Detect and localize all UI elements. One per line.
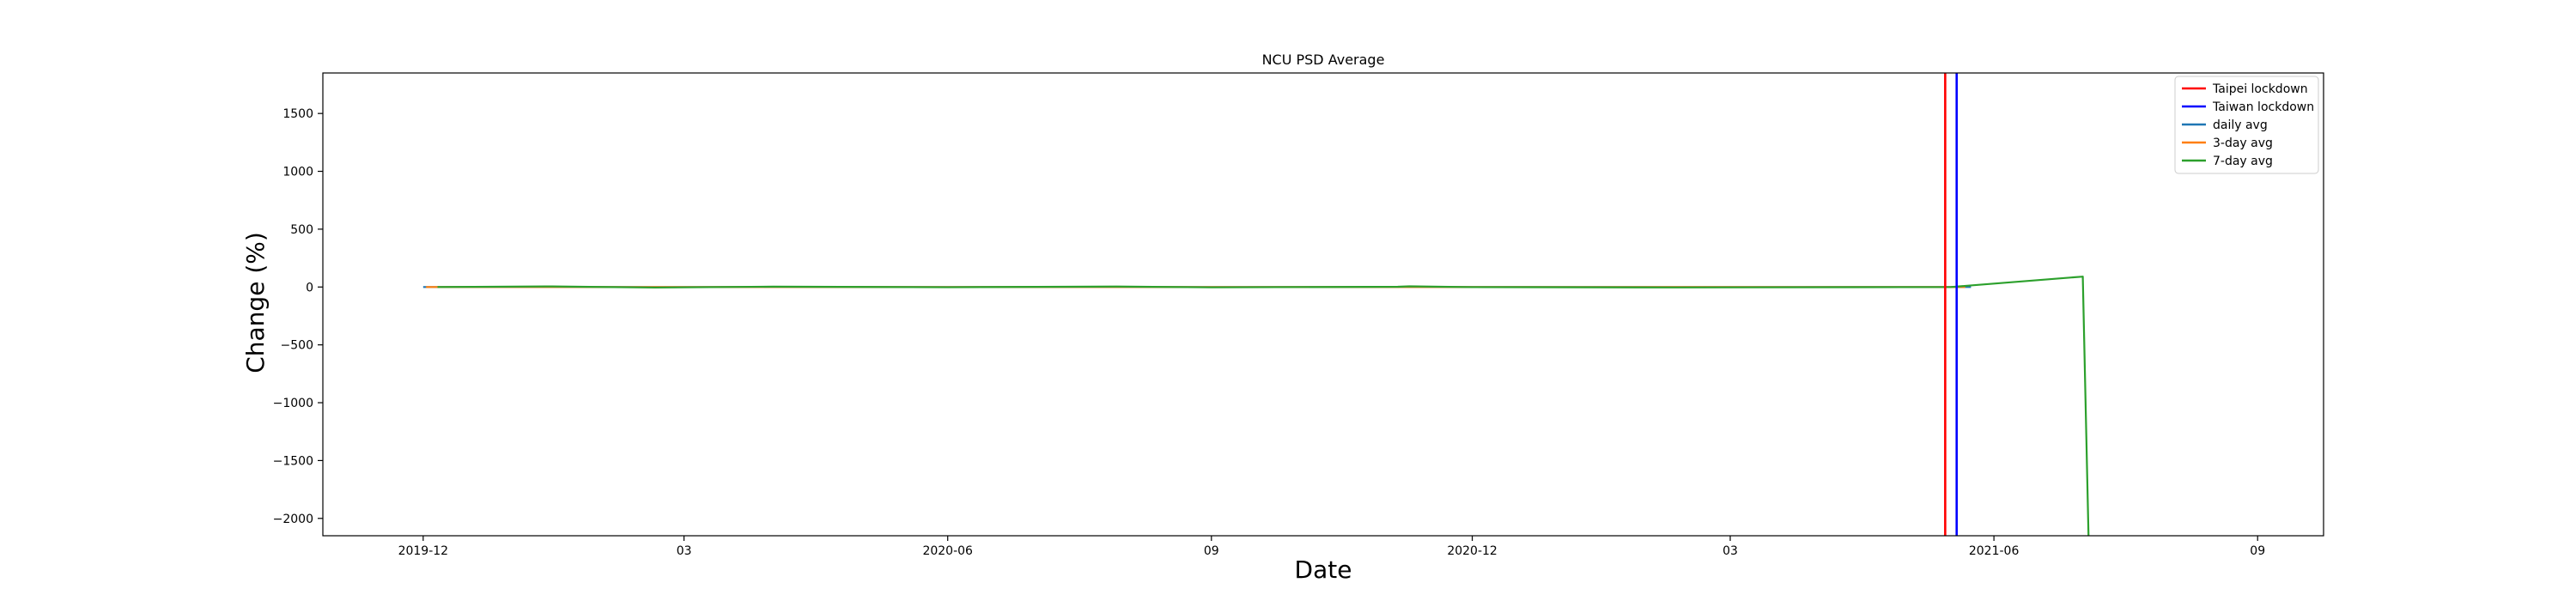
x-tick-label: 2019-12 [398,544,449,558]
y-tick-label: 0 [306,281,313,294]
x-tick-label: 03 [677,544,692,558]
y-tick-label: −2000 [273,513,313,526]
x-axis-ticks: 2019-12 03 2020-06 09 2020-12 03 2021-06 09 [398,536,2265,558]
x-tick-label: 2021-06 [1969,544,2020,558]
legend-label-taipei-lockdown: Taipei lockdown [2212,82,2308,96]
y-tick-label: −1000 [273,397,313,410]
x-tick-label: 09 [2250,544,2265,558]
legend-label-3-day-avg: 3-day avg [2213,137,2273,150]
legend-label-7-day-avg: 7-day avg [2213,155,2273,168]
x-tick-label: 09 [1204,544,1219,558]
legend-box [2174,76,2319,174]
legend: Taipei lockdown Taiwan lockdown daily avg 3… [2174,76,2319,174]
chart-title: NCU PSD Average [1262,52,1385,68]
y-tick-label: 500 [290,223,313,237]
y-tick-label: −500 [281,339,313,353]
legend-label-daily-avg: daily avg [2213,118,2268,132]
legend-label-taiwan-lockdown: Taiwan lockdown [2212,100,2314,114]
x-axis-title: Date [1295,555,1352,584]
y-axis-ticks: 1500 1000 500 0 −500 −1000 −1500 −2000 [273,107,323,526]
x-tick-label: 2020-12 [1447,544,1498,558]
series-line-7-day-avg [437,276,2090,536]
x-tick-label: 03 [1722,544,1738,558]
plot-layer [422,73,2090,536]
y-tick-label: −1500 [273,454,313,468]
y-tick-label: 1500 [283,107,313,121]
y-tick-label: 1000 [283,166,313,179]
series-group [422,73,2090,536]
y-axis-title: Change (%) [241,232,270,373]
x-tick-label: 2020-06 [922,544,973,558]
plot-frame [322,72,2324,537]
